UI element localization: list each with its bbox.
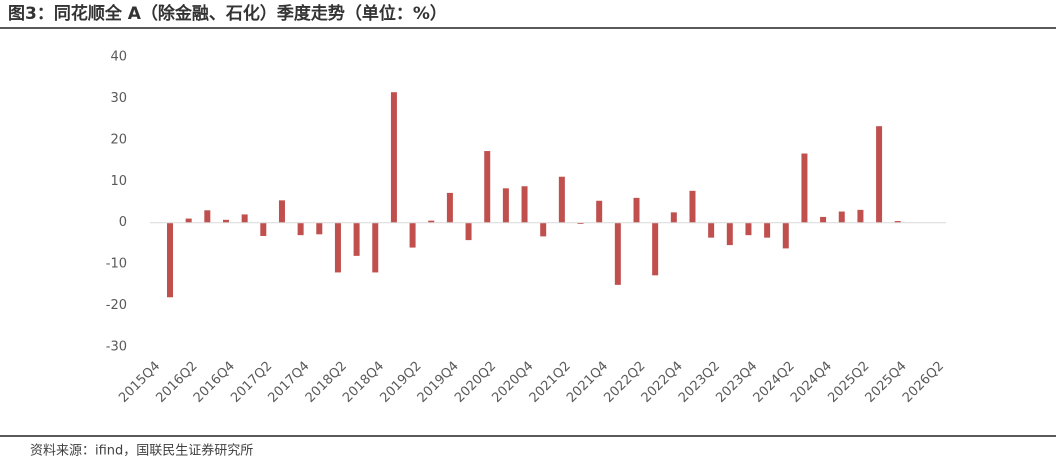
bar xyxy=(278,200,285,223)
bar xyxy=(185,218,192,223)
bar xyxy=(204,210,211,223)
bar xyxy=(409,222,416,248)
bar xyxy=(689,190,696,223)
footer-rule xyxy=(0,435,1056,437)
bar xyxy=(558,176,565,223)
bar xyxy=(596,200,603,223)
bar xyxy=(726,222,733,246)
bar xyxy=(222,219,229,223)
bar xyxy=(428,220,435,223)
bar xyxy=(764,222,771,238)
bar xyxy=(820,216,827,223)
title-rule xyxy=(0,27,1056,29)
bar xyxy=(745,222,752,236)
bar xyxy=(372,222,379,273)
y-tick-label: 40 xyxy=(110,50,127,65)
y-tick-label: 10 xyxy=(110,174,127,189)
bar xyxy=(708,222,715,238)
bar xyxy=(390,92,397,223)
bar xyxy=(297,222,304,236)
bar xyxy=(876,126,883,223)
bar xyxy=(652,222,659,276)
bar xyxy=(353,222,360,256)
bar xyxy=(334,222,341,273)
y-tick-label: -10 xyxy=(106,257,127,272)
bar xyxy=(241,214,248,223)
bar xyxy=(540,222,547,237)
x-tick-label: 2026Q2 xyxy=(900,359,947,406)
bar xyxy=(502,188,509,223)
bar xyxy=(446,192,453,223)
y-tick-label: 20 xyxy=(110,132,127,147)
bar xyxy=(465,222,472,241)
bar xyxy=(614,222,621,285)
bar xyxy=(633,197,640,223)
y-tick-label: 0 xyxy=(119,215,127,230)
y-tick-label: 30 xyxy=(110,91,127,106)
y-tick-label: -30 xyxy=(106,340,127,355)
bar xyxy=(838,211,845,223)
bar xyxy=(260,222,267,236)
bar xyxy=(521,186,528,223)
bar xyxy=(782,222,789,249)
bar xyxy=(484,151,491,223)
bar xyxy=(801,153,808,223)
bar xyxy=(894,221,901,223)
chart-title: 图3：同花顺全 A（除金融、石化）季度走势（单位：%） xyxy=(8,3,447,24)
bar xyxy=(857,209,864,223)
bar xyxy=(316,222,323,235)
bar xyxy=(670,212,677,223)
source-note: 资料来源：ifind，国联民生证券研究所 xyxy=(30,443,253,459)
bar xyxy=(167,222,173,298)
bar xyxy=(577,222,584,224)
y-tick-label: -20 xyxy=(106,298,127,313)
